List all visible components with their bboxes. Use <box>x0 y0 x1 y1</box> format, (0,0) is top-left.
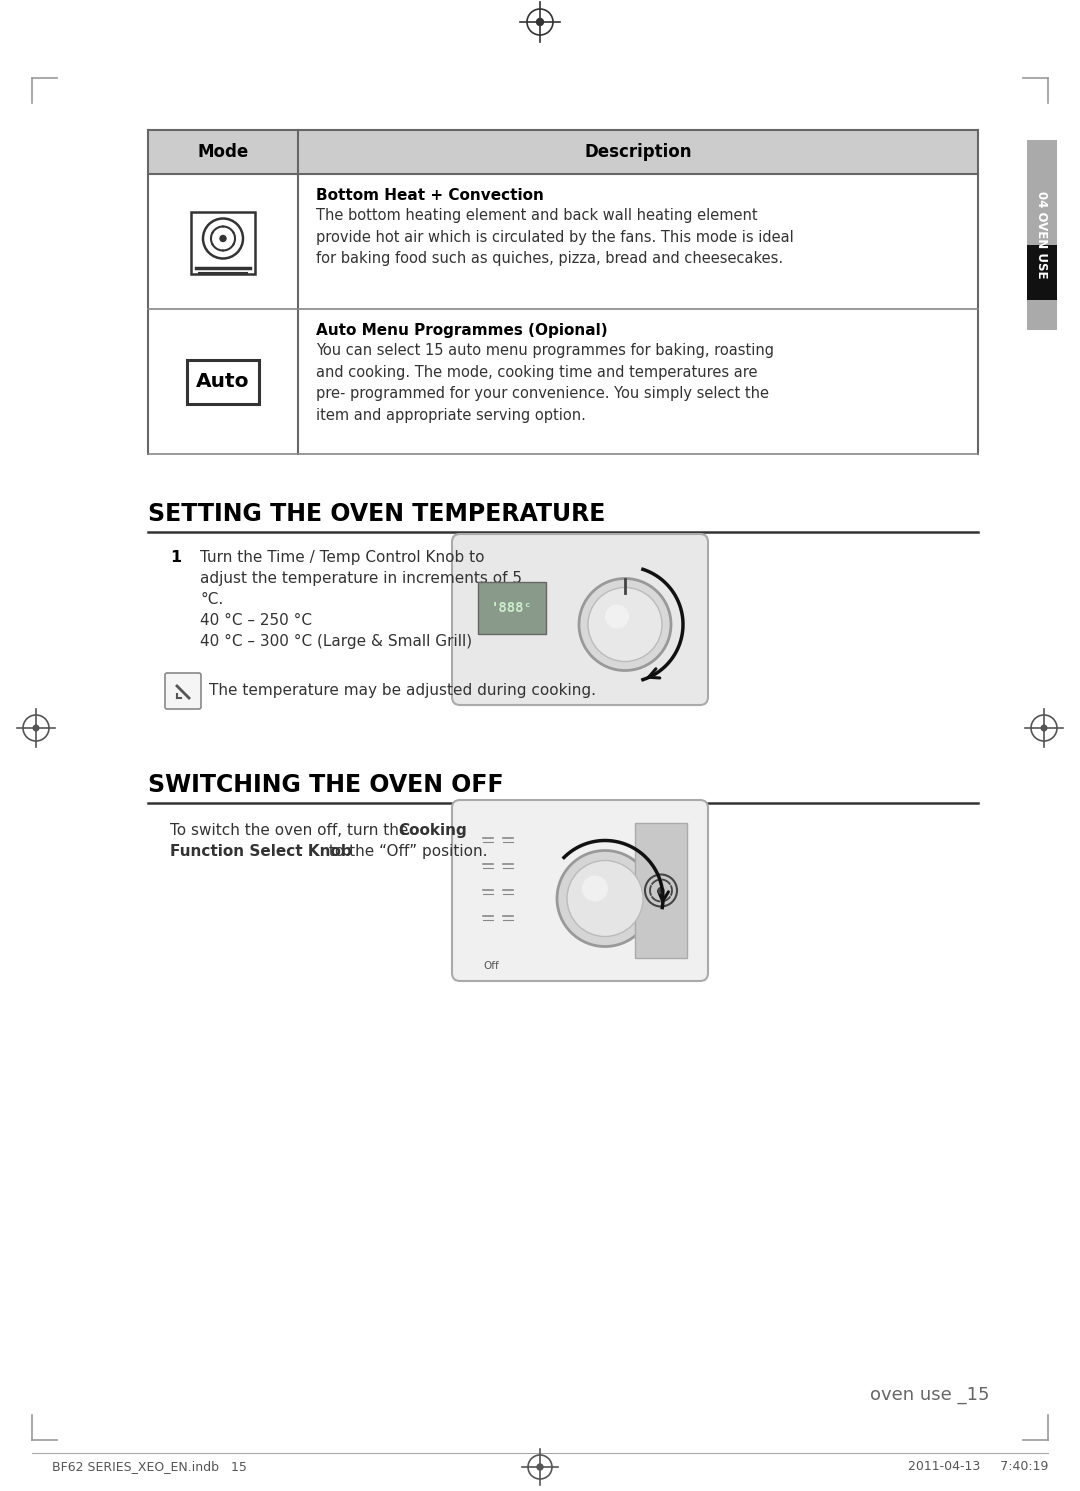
Text: adjust the temperature in increments of 5: adjust the temperature in increments of … <box>200 571 522 586</box>
Text: to the “Off” position.: to the “Off” position. <box>324 844 487 859</box>
Circle shape <box>567 860 643 936</box>
Text: 04 OVEN USE: 04 OVEN USE <box>1036 191 1049 279</box>
Text: oven use _15: oven use _15 <box>870 1387 989 1405</box>
FancyBboxPatch shape <box>187 359 259 404</box>
Text: Mode: Mode <box>198 143 248 161</box>
Circle shape <box>579 579 671 671</box>
Circle shape <box>605 604 629 629</box>
FancyBboxPatch shape <box>191 212 255 273</box>
FancyBboxPatch shape <box>148 130 978 174</box>
FancyBboxPatch shape <box>478 581 546 634</box>
Circle shape <box>588 587 662 662</box>
Circle shape <box>537 1464 543 1470</box>
Text: Description: Description <box>584 143 692 161</box>
Text: Bottom Heat + Convection: Bottom Heat + Convection <box>316 188 544 203</box>
Circle shape <box>582 875 608 902</box>
Text: Function Select Knob: Function Select Knob <box>170 844 352 859</box>
Text: SETTING THE OVEN TEMPERATURE: SETTING THE OVEN TEMPERATURE <box>148 502 606 526</box>
FancyBboxPatch shape <box>1027 245 1057 300</box>
Circle shape <box>220 236 226 242</box>
FancyBboxPatch shape <box>635 823 687 959</box>
Text: 40 °C – 300 °C (Large & Small Grill): 40 °C – 300 °C (Large & Small Grill) <box>200 634 472 649</box>
Text: 40 °C – 250 °C: 40 °C – 250 °C <box>200 613 312 628</box>
Text: '888ᶜ: '888ᶜ <box>491 601 532 614</box>
Text: BF62 SERIES_XEO_EN.indb   15: BF62 SERIES_XEO_EN.indb 15 <box>52 1461 247 1473</box>
FancyBboxPatch shape <box>453 534 708 705</box>
Text: Auto Menu Programmes (Opional): Auto Menu Programmes (Opional) <box>316 324 608 338</box>
Text: Turn the Time / Temp Control Knob to: Turn the Time / Temp Control Knob to <box>200 550 485 565</box>
Circle shape <box>658 887 664 893</box>
Text: Cooking: Cooking <box>399 823 467 838</box>
Circle shape <box>537 18 543 25</box>
Text: 1: 1 <box>170 550 181 565</box>
Text: Off: Off <box>483 962 499 971</box>
Text: You can select 15 auto menu programmes for baking, roasting
and cooking. The mod: You can select 15 auto menu programmes f… <box>316 343 774 423</box>
FancyBboxPatch shape <box>1027 140 1057 330</box>
Text: 2011-04-13     7:40:19: 2011-04-13 7:40:19 <box>907 1461 1048 1473</box>
FancyBboxPatch shape <box>453 801 708 981</box>
Text: The temperature may be adjusted during cooking.: The temperature may be adjusted during c… <box>210 683 596 698</box>
Text: The bottom heating element and back wall heating element
provide hot air which i: The bottom heating element and back wall… <box>316 209 794 267</box>
Circle shape <box>33 725 39 731</box>
Text: To switch the oven off, turn the: To switch the oven off, turn the <box>170 823 414 838</box>
Circle shape <box>557 850 653 947</box>
FancyBboxPatch shape <box>165 672 201 710</box>
Text: SWITCHING THE OVEN OFF: SWITCHING THE OVEN OFF <box>148 772 503 798</box>
Circle shape <box>1041 725 1047 731</box>
Text: °C.: °C. <box>200 592 224 607</box>
Text: Auto: Auto <box>197 371 249 391</box>
